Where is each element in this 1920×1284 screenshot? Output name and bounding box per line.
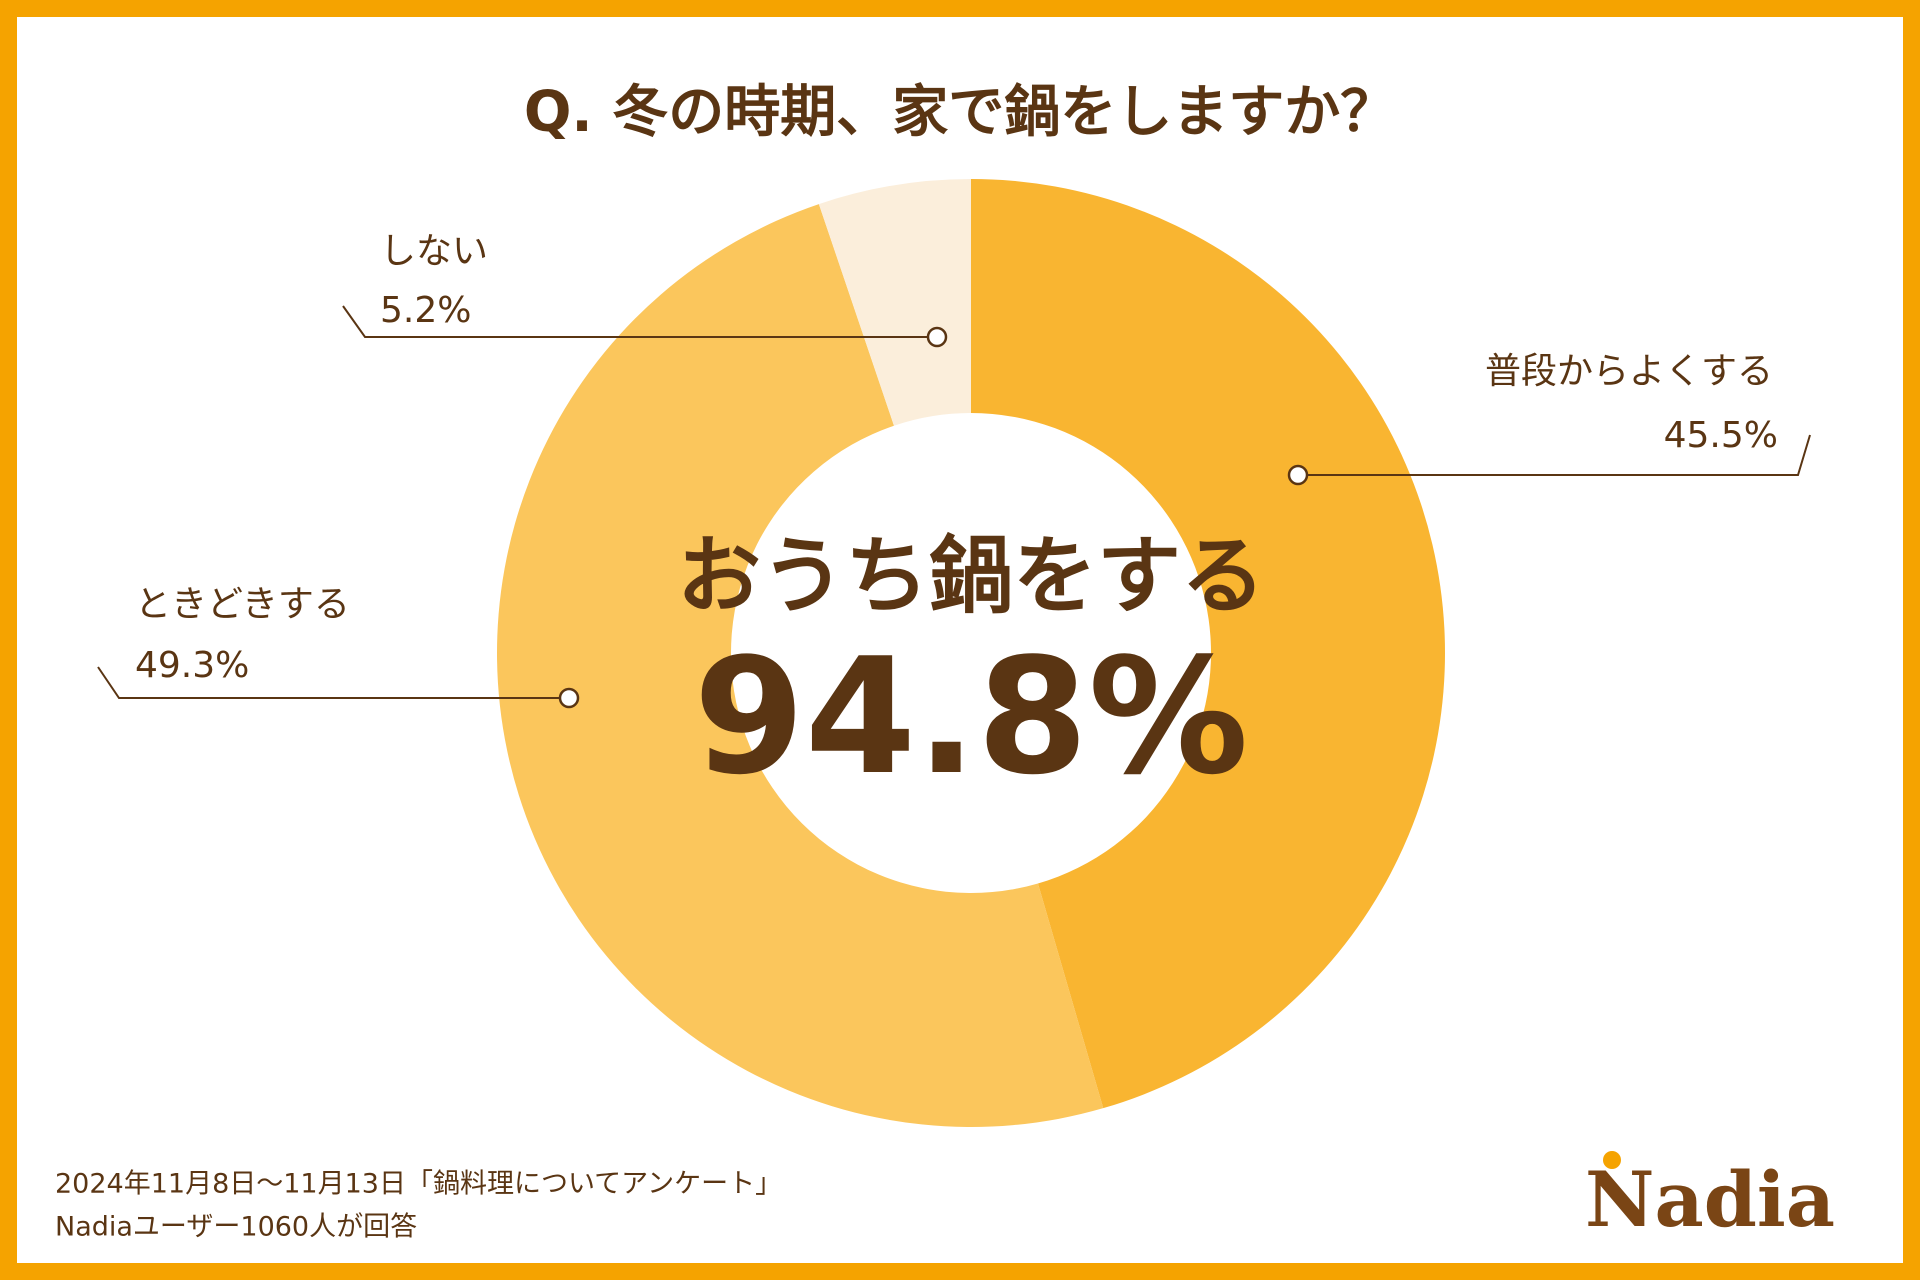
value-label: 45.5% <box>1664 415 1778 456</box>
leader-dot <box>558 687 580 709</box>
leader-dot <box>1287 464 1309 486</box>
slice-label: ときどきする <box>135 584 350 625</box>
center-value: 94.8% <box>693 623 1248 810</box>
value-label: 5.2% <box>380 290 471 331</box>
donut-slice <box>497 204 1104 1127</box>
center-label: おうち鍋をする <box>677 527 1265 625</box>
footer-line: 2024年11月8日～11月13日「鍋料理についてアンケート」 <box>55 1169 782 1200</box>
logo-flower <box>1603 1151 1621 1169</box>
slice-label: しない <box>380 231 488 272</box>
value-label: 49.3% <box>135 645 249 686</box>
donut-slice <box>971 179 1445 1109</box>
slice-label: 普段からよくする <box>1485 351 1773 392</box>
leader-line <box>97 666 569 699</box>
leader-dot <box>926 326 948 348</box>
leader-line <box>1298 434 1811 476</box>
chart-title: Q. 冬の時期、家で鍋をしますか？ <box>524 80 1396 145</box>
logo: Nadia <box>1585 1155 1835 1244</box>
leader-line <box>342 305 937 338</box>
donut <box>497 179 1445 1127</box>
footer-line: Nadiaユーザー1060人が回答 <box>55 1212 417 1243</box>
donut-slice <box>818 179 971 426</box>
